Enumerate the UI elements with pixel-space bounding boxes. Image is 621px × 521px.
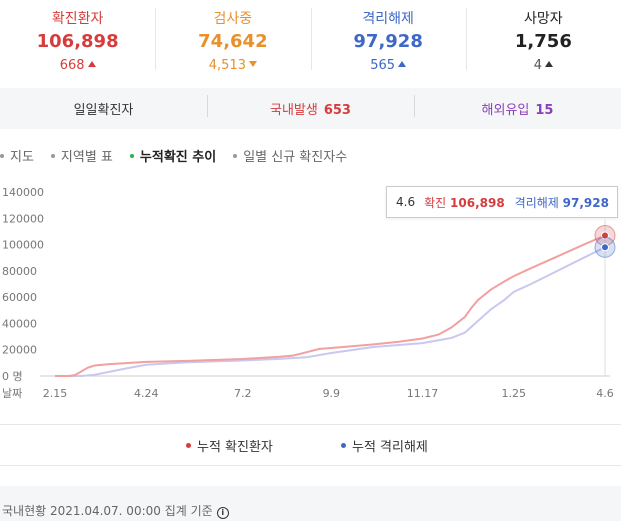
arrow-up-icon xyxy=(545,61,554,67)
stat-label: 검사중 xyxy=(213,11,253,27)
stats-row: 확진환자 106,898 668 검사중 74,642 4,513 격리해제 9… xyxy=(0,0,621,82)
daily-cases-bar: 일일확진자 국내발생 653 해외유입 15 xyxy=(0,88,621,129)
chart-tooltip: 4.6 확진 106,898 격리해제 97,928 xyxy=(386,186,618,218)
x-tick-label: 4.6 xyxy=(596,387,614,400)
bullet-icon xyxy=(233,154,238,158)
stat-change: 565 xyxy=(311,58,466,73)
tab-region-table[interactable]: 지역별 표 xyxy=(50,146,113,166)
footer: 국내현황 2021.04.07. 00:00 집계 기준 i xyxy=(0,486,621,521)
stat-change: 668 xyxy=(0,58,155,73)
tooltip-date: 4.6 xyxy=(396,195,416,209)
arrow-down-icon xyxy=(248,61,257,67)
stat-testing: 검사중 74,642 4,513 xyxy=(155,0,310,82)
y-tick-label: 120000 xyxy=(2,212,44,225)
stat-deaths: 사망자 1,756 4 xyxy=(465,0,621,82)
daily-domestic: 국내발생 653 xyxy=(207,95,414,118)
hover-marker xyxy=(601,243,609,252)
x-tick-label: 1.25 xyxy=(502,387,527,400)
x-tick-label: 2.15 xyxy=(43,387,68,400)
stat-label: 격리해제 xyxy=(362,11,414,27)
arrow-up-icon xyxy=(87,61,96,67)
tab-cumulative-trend[interactable]: 누적확진 추이 xyxy=(129,146,216,166)
stat-value: 1,756 xyxy=(514,31,572,52)
stat-value: 74,642 xyxy=(198,31,268,52)
x-tick-label: 4.24 xyxy=(134,387,159,400)
arrow-up-icon xyxy=(398,61,407,67)
series-line xyxy=(55,234,606,377)
y-tick-label: 100000 xyxy=(2,239,44,252)
y-tick-label: 140000 xyxy=(2,186,44,199)
x-tick-label: 11.17 xyxy=(407,387,439,400)
info-icon[interactable]: i xyxy=(216,507,229,519)
x-tick-label: 7.2 xyxy=(234,387,252,400)
tooltip-confirmed: 확진 106,898 xyxy=(424,195,505,210)
legend-released[interactable]: 누적 격리해제 xyxy=(341,436,428,455)
stat-label: 사망자 xyxy=(524,11,563,27)
stat-value: 106,898 xyxy=(36,31,119,52)
stat-label: 확진환자 xyxy=(51,11,104,27)
tab-daily-new-cases[interactable]: 일별 신규 확진자수 xyxy=(233,146,347,166)
bullet-icon xyxy=(0,154,4,158)
daily-total: 일일확진자 xyxy=(73,103,134,118)
cumulative-chart[interactable]: 0 명 20000 40000 60000 80000 100000 120000 14000… xyxy=(0,180,621,406)
y-tick-label: 60000 xyxy=(2,291,37,304)
y-tick-label: 0 명 xyxy=(2,370,23,383)
view-tabs: 지도 지역별 표 누적확진 추이 일별 신규 확진자수 xyxy=(0,146,364,166)
tooltip-released: 격리해제 97,928 xyxy=(514,195,609,210)
update-time: 국내현황 2021.04.07. 00:00 집계 기준 xyxy=(2,504,213,518)
bullet-icon xyxy=(129,154,134,158)
stat-confirmed: 확진환자 106,898 668 xyxy=(0,0,155,82)
y-tick-label: 80000 xyxy=(2,265,37,278)
legend-confirmed[interactable]: 누적 확진환자 xyxy=(186,436,273,455)
stat-change: 4 xyxy=(466,58,621,73)
chart-legend: 누적 확진환자 누적 격리해제 xyxy=(0,424,621,466)
daily-overseas: 해외유입 15 xyxy=(414,95,621,118)
bullet-icon xyxy=(50,154,55,158)
stat-value: 97,928 xyxy=(353,31,423,52)
series-line xyxy=(55,246,606,377)
stat-change: 4,513 xyxy=(155,58,310,73)
x-tick-label: 9.9 xyxy=(323,387,341,400)
legend-dot-icon xyxy=(341,442,346,448)
x-axis-label: 날짜 xyxy=(2,387,22,400)
legend-dot-icon xyxy=(186,442,191,448)
tab-map[interactable]: 지도 xyxy=(0,146,34,166)
y-tick-label: 40000 xyxy=(2,317,37,330)
stat-released: 격리해제 97,928 565 xyxy=(310,0,466,82)
y-tick-label: 20000 xyxy=(2,344,37,357)
